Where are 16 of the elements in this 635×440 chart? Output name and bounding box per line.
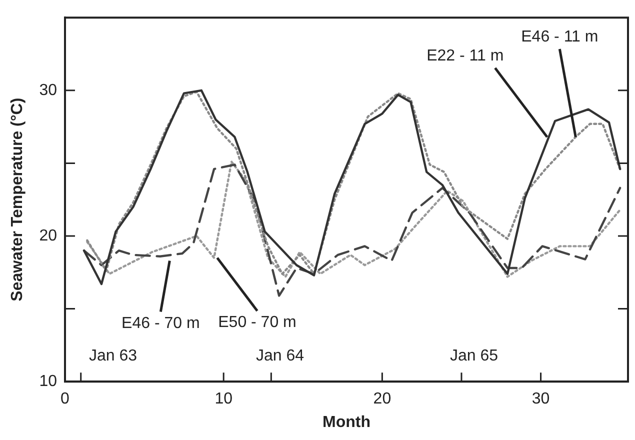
annotation: E46 - 11 m bbox=[521, 28, 598, 46]
x-axis-title: Month bbox=[322, 414, 370, 431]
y-tick-label: 30 bbox=[39, 82, 58, 99]
annotation: Jan 63 bbox=[88, 347, 138, 364]
y-tick-label: 10 bbox=[39, 373, 58, 390]
y-tick-label: 20 bbox=[39, 227, 58, 244]
x-tick-label: 10 bbox=[214, 390, 233, 408]
annotation: E22 - 11 m bbox=[426, 47, 504, 64]
annotation: Jan 64 bbox=[256, 347, 304, 364]
x-tick-label: 20 bbox=[373, 390, 392, 408]
annotation: Jan 65 bbox=[450, 347, 498, 364]
x-tick-label: 30 bbox=[532, 390, 550, 408]
annotation: E46 - 70 m bbox=[122, 315, 200, 332]
x-tick-label: 0 bbox=[60, 390, 70, 408]
annotation: E50 - 70 m bbox=[218, 314, 296, 332]
y-axis-title: Seawater Temperature (°C) bbox=[9, 98, 26, 302]
